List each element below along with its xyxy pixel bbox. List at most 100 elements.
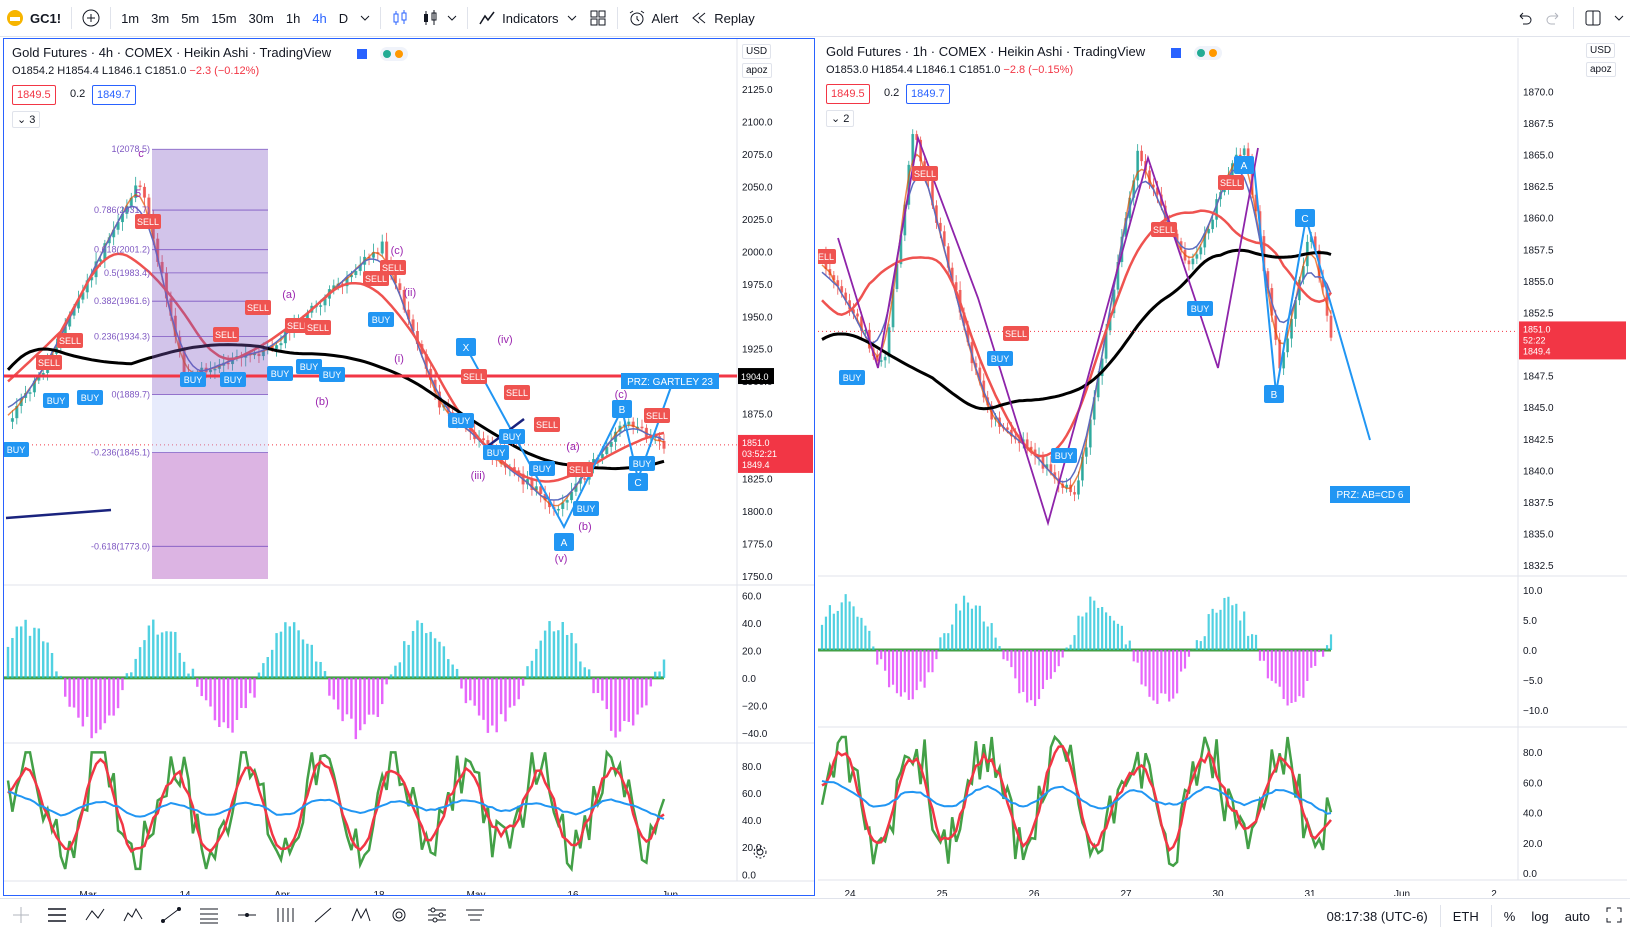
interval-30m[interactable]: 30m (248, 10, 274, 26)
replay-button[interactable]: Replay (684, 0, 760, 36)
pane-title: Gold Futures · 4h · COMEX · Heikin Ashi … (12, 45, 332, 60)
interval-5m[interactable]: 5m (181, 10, 200, 26)
interval-dropdown-button[interactable] (354, 0, 376, 36)
fib-box-lower (152, 452, 268, 579)
pattern-point-marker (1264, 385, 1284, 403)
pattern-abc-icon (84, 906, 106, 927)
interval-d[interactable]: D (338, 10, 349, 26)
horizontal-line-tool-button[interactable] (228, 899, 266, 933)
stoch-d-line (821, 744, 1332, 853)
indicators-button[interactable]: Indicators (472, 0, 582, 36)
log-scale-button[interactable]: log (1531, 908, 1549, 924)
symbol-search[interactable]: GC1! (0, 0, 67, 36)
sell-signal-marker (305, 320, 331, 335)
osc-axis-tick: 0.0 (1523, 646, 1537, 657)
osc-axis-tick: −40.0 (742, 729, 768, 740)
pattern-tool-button[interactable] (76, 899, 114, 933)
sell-signal-label: SELL (569, 465, 591, 475)
layout-button[interactable] (1578, 0, 1608, 36)
fullscreen-button[interactable] (1598, 899, 1630, 933)
spiral-tool-button[interactable] (380, 899, 418, 933)
interval-1h[interactable]: 1h (285, 10, 301, 26)
ray-tool-button[interactable] (304, 899, 342, 933)
redo-button[interactable] (1539, 0, 1569, 36)
sell-quote-button[interactable]: 1849.5 (826, 84, 870, 104)
auto-scale-button[interactable]: auto (1564, 908, 1590, 924)
alarm-clock-icon (628, 9, 646, 27)
buy-signal-marker (839, 370, 865, 385)
elliott-wave-label: (iv) (497, 334, 512, 346)
horizontal-line-icon (236, 906, 258, 927)
elliott-wave-tool-button[interactable] (114, 899, 152, 933)
elliott-wave-label: (c) (391, 245, 404, 257)
settings-gear-button[interactable] (752, 844, 768, 865)
sell-signal-marker (644, 408, 670, 423)
chart-pane-4h[interactable]: 2125.0 2100.0 2075.0 2050.0 2025.0 2000.0 1975… (3, 38, 815, 896)
interval-4h[interactable]: 4h (312, 10, 327, 26)
interval-1m[interactable]: 1m (121, 10, 140, 26)
pattern-point-marker (554, 533, 574, 551)
percent-scale-button[interactable]: % (1503, 908, 1516, 924)
plus-circle-icon (82, 9, 100, 27)
vertical-lines-tool-button[interactable] (266, 899, 304, 933)
interval-15m[interactable]: 15m (211, 10, 237, 26)
time-axis-tick: 24 (844, 889, 856, 896)
chevron-down-icon (360, 13, 370, 23)
fib-tool-button[interactable] (190, 899, 228, 933)
chart-type-button[interactable] (385, 0, 415, 36)
session-button[interactable]: ETH (1452, 908, 1479, 924)
menu-tool-button[interactable] (38, 899, 76, 933)
buy-signal-label: BUY (47, 396, 66, 406)
elliott-wave-label: (ii) (404, 287, 416, 299)
interval-3m[interactable]: 3m (151, 10, 170, 26)
osc-axis-tick: −5.0 (1523, 676, 1543, 687)
elliott-wave-label: (a) (282, 289, 295, 301)
cursor-tool-button[interactable] (4, 899, 38, 933)
buy-quote-button[interactable]: 1849.7 (92, 85, 136, 105)
elliott-wave-label: 5 (135, 188, 141, 200)
undo-button[interactable] (1509, 0, 1539, 36)
elliott-wave-label: (c) (615, 389, 628, 401)
templates-button[interactable] (583, 0, 613, 36)
buy-signal-label: BUY (372, 315, 391, 325)
buy-quote-button[interactable]: 1849.7 (906, 84, 950, 104)
buy-signal-marker (319, 367, 345, 382)
redo-icon (1545, 9, 1563, 27)
clock-readout[interactable]: 08:17:38 (UTC-6) (1326, 908, 1428, 924)
price-axis-tick: 1775.0 (742, 540, 773, 551)
flag-icon[interactable] (357, 49, 367, 59)
alert-button[interactable]: Alert (622, 0, 685, 36)
sell-signal-marker (1003, 326, 1029, 341)
sliders-tool-button[interactable] (418, 899, 456, 933)
currency-button[interactable]: USD (742, 44, 772, 59)
chart-canvas-4h[interactable]: 2125.0 2100.0 2075.0 2050.0 2025.0 2000.0 1975… (4, 39, 814, 895)
prz-label-box (1330, 486, 1410, 503)
filters-tool-button[interactable] (456, 899, 494, 933)
chart-canvas-1h[interactable]: 1870.0 1867.5 1865.0 1862.5 1860.0 1857.5 1855… (818, 38, 1627, 896)
collapse-indicators-button[interactable]: ⌄ 2 (826, 110, 855, 127)
status-indicator-icon (380, 47, 408, 61)
compare-add-symbol-button[interactable] (76, 0, 106, 36)
rewind-icon (690, 9, 708, 27)
heikin-ashi-button[interactable] (415, 0, 463, 36)
layout-dropdown-button[interactable] (1608, 0, 1630, 36)
chart-pane-1h[interactable]: 1870.0 1867.5 1865.0 1862.5 1860.0 1857.5 1855… (818, 38, 1627, 896)
currency-button[interactable]: USD (1586, 43, 1616, 58)
flag-icon[interactable] (1171, 48, 1181, 58)
chevron-down-icon (447, 13, 457, 23)
stoch-axis-tick: 0.0 (1523, 869, 1537, 880)
sell-quote-button[interactable]: 1849.5 (12, 85, 56, 105)
collapse-indicators-button[interactable]: ⌄ 3 (12, 111, 41, 128)
scale-unit-button[interactable]: apoz (742, 63, 772, 78)
elliott-wave-label: (a) (566, 441, 579, 453)
trend-line-icon (160, 906, 182, 927)
price-axis-tick: 1862.5 (1523, 182, 1554, 193)
last-price-badge (738, 434, 813, 473)
time-axis-tick: 26 (1028, 889, 1040, 896)
xabcd-tool-button[interactable] (342, 899, 380, 933)
sell-signal-marker (135, 214, 161, 229)
trend-line-tool-button[interactable] (152, 899, 190, 933)
scale-unit-button[interactable]: apoz (1586, 62, 1616, 77)
pattern-point-marker (612, 400, 632, 418)
buy-signal-label: BUY (224, 375, 243, 385)
